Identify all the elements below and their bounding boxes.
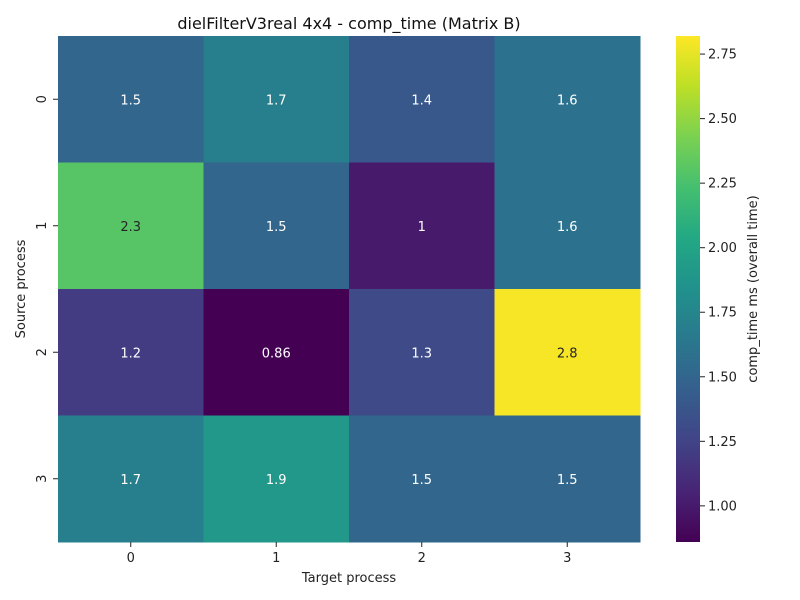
heatmap-cell-label: 1.7 xyxy=(120,473,141,488)
heatmap-cell xyxy=(203,289,350,416)
heatmap-cells xyxy=(58,36,641,543)
colorbar-title: comp_time ms (overall time) xyxy=(746,195,761,382)
heatmap-cell-label: 1.7 xyxy=(266,93,287,108)
heatmap-cell-label: 1.5 xyxy=(120,93,141,108)
y-tick-label: 1 xyxy=(35,222,50,230)
heatmap-cell-label: 2.3 xyxy=(120,220,141,235)
heatmap-cell-label: 1.5 xyxy=(266,220,287,235)
y-axis-title: Source process xyxy=(14,239,29,338)
heatmap-cell xyxy=(349,162,495,290)
y-tick-label: 2 xyxy=(35,348,50,356)
chart-title: dielFilterV3real 4x4 - comp_time (Matrix… xyxy=(177,14,520,34)
heatmap-cell-label: 1.6 xyxy=(557,220,578,235)
heatmap-cell-label: 1.3 xyxy=(411,346,432,361)
y-tick-label: 0 xyxy=(35,95,50,103)
colorbar-tick-label: 2.00 xyxy=(708,241,737,256)
heatmap-cell-label: 1.4 xyxy=(411,93,432,108)
heatmap-cell xyxy=(494,162,641,290)
heatmap-cell-label: 1.5 xyxy=(557,473,578,488)
heatmap-cell xyxy=(58,36,204,163)
heatmap-cell-label: 1.9 xyxy=(266,473,287,488)
x-axis-ticks: 0 1 2 3 xyxy=(127,542,571,566)
x-tick-label: 1 xyxy=(272,551,280,566)
heatmap-cell-label: 1 xyxy=(418,220,426,235)
heatmap-cell xyxy=(203,415,350,543)
heatmap-cell xyxy=(58,415,204,543)
heatmap-cell xyxy=(58,162,204,290)
colorbar-tick-label: 1.00 xyxy=(708,499,737,514)
colorbar-gradient xyxy=(676,36,700,542)
colorbar-tick-label: 2.50 xyxy=(708,112,737,127)
y-tick-label: 3 xyxy=(35,475,50,483)
heatmap-cell-labels: 1.5 1.7 1.4 1.6 2.3 1.5 1 1.6 1.2 0.86 1.3 2.8 1.7 1.… xyxy=(120,93,577,488)
heatmap-cell xyxy=(349,289,495,416)
x-axis-title: Target process xyxy=(301,571,397,586)
heatmap-cell xyxy=(203,36,350,163)
colorbar-tick-label: 2.75 xyxy=(708,48,737,63)
heatmap-cell-label: 2.8 xyxy=(557,346,578,361)
x-tick-label: 0 xyxy=(127,551,135,566)
colorbar-ticks: 1.00 1.25 1.50 1.75 2.00 2.25 2.50 2.75 xyxy=(700,48,737,514)
colorbar: 1.00 1.25 1.50 1.75 2.00 2.25 2.50 2.75 xyxy=(676,36,737,542)
colorbar-tick-label: 2.25 xyxy=(708,177,737,192)
heatmap-cell xyxy=(494,415,641,543)
colorbar-tick-label: 1.50 xyxy=(708,370,737,385)
heatmap-cell xyxy=(494,289,641,416)
colorbar-tick-label: 1.75 xyxy=(708,306,737,321)
colorbar-tick-label: 1.25 xyxy=(708,435,737,450)
heatmap-cell-label: 0.86 xyxy=(262,346,291,361)
heatmap-cell-label: 1.2 xyxy=(120,346,141,361)
heatmap-cell xyxy=(58,289,204,416)
x-tick-label: 3 xyxy=(563,551,571,566)
heatmap-cell xyxy=(349,36,495,163)
heatmap-cell xyxy=(349,415,495,543)
heatmap-cell xyxy=(203,162,350,290)
y-axis-ticks: 0 1 2 3 xyxy=(35,95,58,483)
heatmap-cell-label: 1.5 xyxy=(411,473,432,488)
heatmap-cell-label: 1.6 xyxy=(557,93,578,108)
x-tick-label: 2 xyxy=(418,551,426,566)
heatmap-cell xyxy=(494,36,641,163)
